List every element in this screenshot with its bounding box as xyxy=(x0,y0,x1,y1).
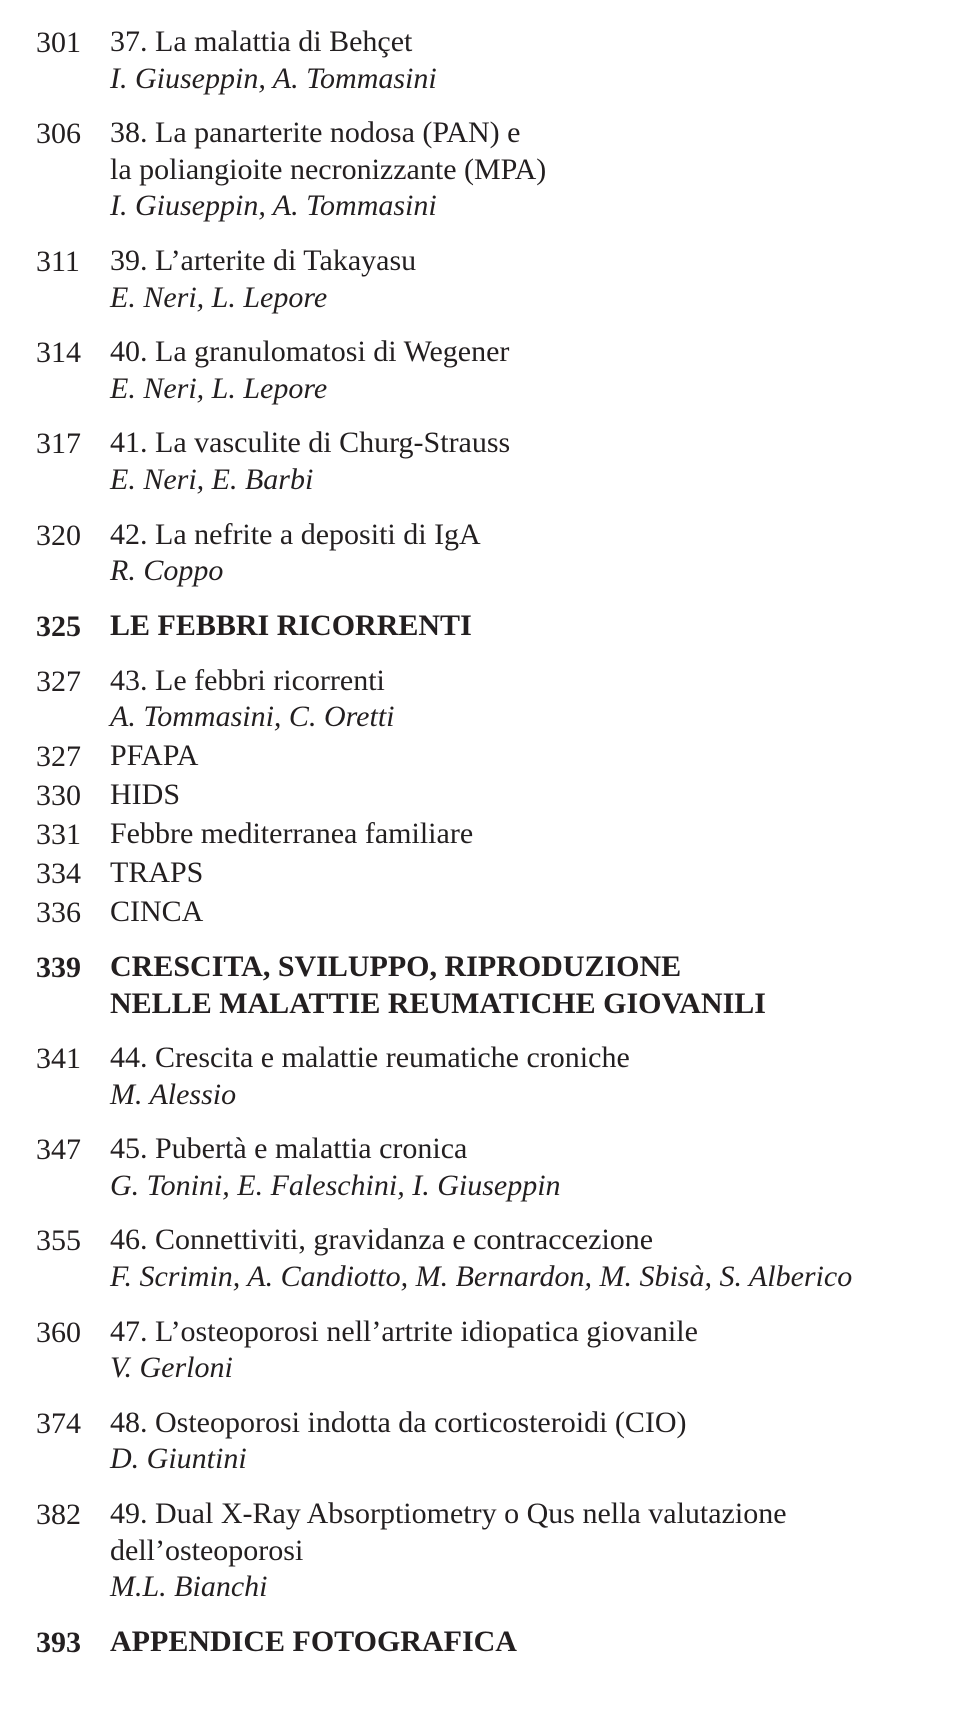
toc-page-number: 327 xyxy=(36,663,110,700)
toc-entry-content: 43. Le febbri ricorrentiA. Tommasini, C.… xyxy=(110,663,932,736)
toc-entry-authors: I. Giuseppin, A. Tommasini xyxy=(110,188,932,225)
toc-entry-authors: D. Giuntini xyxy=(110,1441,932,1478)
toc-entry: 325LE FEBBRI RICORRENTI xyxy=(36,608,932,645)
toc-entry-authors: M. Alessio xyxy=(110,1077,932,1114)
toc-entry-authors: E. Neri, E. Barbi xyxy=(110,462,932,499)
toc-page-number: 334 xyxy=(36,855,110,892)
toc-entry: 393APPENDICE FOTOGRAFICA xyxy=(36,1624,932,1661)
toc-page-number: 311 xyxy=(36,243,110,280)
toc-entry-content: CRESCITA, SVILUPPO, RIPRODUZIONENELLE MA… xyxy=(110,949,932,1022)
toc-entry: 34144. Crescita e malattie reumatiche cr… xyxy=(36,1040,932,1113)
toc-entry-title: CRESCITA, SVILUPPO, RIPRODUZIONENELLE MA… xyxy=(110,949,932,1022)
toc-entry-authors: V. Gerloni xyxy=(110,1350,932,1387)
toc-entry-title: 39. L’arterite di Takayasu xyxy=(110,243,932,280)
toc-entry: 339CRESCITA, SVILUPPO, RIPRODUZIONENELLE… xyxy=(36,949,932,1022)
toc-entry-title: 49. Dual X-Ray Absorptiometry o Qus nell… xyxy=(110,1496,932,1569)
toc-entry-content: 38. La panarterite nodosa (PAN) ela poli… xyxy=(110,115,932,225)
toc-entry-content: CINCA xyxy=(110,894,932,931)
toc-entry-content: 40. La granulomatosi di WegenerE. Neri, … xyxy=(110,334,932,407)
toc-page-number: 382 xyxy=(36,1496,110,1533)
toc-page-number: 341 xyxy=(36,1040,110,1077)
toc-page-number: 301 xyxy=(36,24,110,61)
toc-entry-content: Febbre mediterranea familiare xyxy=(110,816,932,853)
toc-entry: 37448. Osteoporosi indotta da corticoste… xyxy=(36,1405,932,1478)
toc-entry: 31139. L’arterite di TakayasuE. Neri, L.… xyxy=(36,243,932,316)
toc-entry-authors: F. Scrimin, A. Candiotto, M. Bernardon, … xyxy=(110,1259,932,1296)
toc-page-number: 320 xyxy=(36,517,110,554)
toc-page-number: 339 xyxy=(36,949,110,986)
toc-entry-authors: E. Neri, L. Lepore xyxy=(110,280,932,317)
toc-entry-title: Febbre mediterranea familiare xyxy=(110,816,932,853)
toc-entry-title: PFAPA xyxy=(110,738,932,775)
toc-entry: 32042. La nefrite a depositi di IgAR. Co… xyxy=(36,517,932,590)
toc-entry-title: 46. Connettiviti, gravidanza e contracce… xyxy=(110,1222,932,1259)
toc-entry-title: 38. La panarterite nodosa (PAN) ela poli… xyxy=(110,115,932,188)
toc-entry-content: 44. Crescita e malattie reumatiche croni… xyxy=(110,1040,932,1113)
toc-entry: 334TRAPS xyxy=(36,855,932,892)
toc-entry-content: 49. Dual X-Ray Absorptiometry o Qus nell… xyxy=(110,1496,932,1606)
toc-entry-title: 37. La malattia di Behçet xyxy=(110,24,932,61)
toc-entry-title: 47. L’osteoporosi nell’artrite idiopatic… xyxy=(110,1314,932,1351)
toc-entry-title: 42. La nefrite a depositi di IgA xyxy=(110,517,932,554)
toc-entry-title: CINCA xyxy=(110,894,932,931)
toc-page-number: 317 xyxy=(36,425,110,462)
toc-entry-content: 41. La vasculite di Churg-StraussE. Neri… xyxy=(110,425,932,498)
toc-entry-content: APPENDICE FOTOGRAFICA xyxy=(110,1624,932,1661)
toc-page-number: 331 xyxy=(36,816,110,853)
toc-entry-content: 46. Connettiviti, gravidanza e contracce… xyxy=(110,1222,932,1295)
toc-entry-title: TRAPS xyxy=(110,855,932,892)
toc-entry-content: LE FEBBRI RICORRENTI xyxy=(110,608,932,645)
toc-page-number: 327 xyxy=(36,738,110,775)
toc-entry: 34745. Pubertà e malattia cronicaG. Toni… xyxy=(36,1131,932,1204)
toc-entry: 35546. Connettiviti, gravidanza e contra… xyxy=(36,1222,932,1295)
toc-page-number: 393 xyxy=(36,1624,110,1661)
toc-entry-title: 44. Crescita e malattie reumatiche croni… xyxy=(110,1040,932,1077)
toc-page-number: 347 xyxy=(36,1131,110,1168)
toc-entry: 38249. Dual X-Ray Absorptiometry o Qus n… xyxy=(36,1496,932,1606)
toc-entry-title: 48. Osteoporosi indotta da corticosteroi… xyxy=(110,1405,932,1442)
toc-entry-authors: M.L. Bianchi xyxy=(110,1569,932,1606)
toc-entry: 30137. La malattia di BehçetI. Giuseppin… xyxy=(36,24,932,97)
toc-entry-content: 37. La malattia di BehçetI. Giuseppin, A… xyxy=(110,24,932,97)
toc-entry-content: 45. Pubertà e malattia cronicaG. Tonini,… xyxy=(110,1131,932,1204)
toc-page-number: 306 xyxy=(36,115,110,152)
toc-entry-title: APPENDICE FOTOGRAFICA xyxy=(110,1624,932,1661)
toc-page-number: 355 xyxy=(36,1222,110,1259)
toc-entry: 31440. La granulomatosi di WegenerE. Ner… xyxy=(36,334,932,407)
toc-entry: 331Febbre mediterranea familiare xyxy=(36,816,932,853)
toc-entry-content: HIDS xyxy=(110,777,932,814)
toc-entry-content: 42. La nefrite a depositi di IgAR. Coppo xyxy=(110,517,932,590)
toc-entry: 336CINCA xyxy=(36,894,932,931)
toc-entry-content: PFAPA xyxy=(110,738,932,775)
toc-page-number: 325 xyxy=(36,608,110,645)
toc-entry-title: 43. Le febbri ricorrenti xyxy=(110,663,932,700)
toc-entry-authors: A. Tommasini, C. Oretti xyxy=(110,699,932,736)
toc-entry: 330HIDS xyxy=(36,777,932,814)
toc-entry: 30638. La panarterite nodosa (PAN) ela p… xyxy=(36,115,932,225)
toc-entry-title: 40. La granulomatosi di Wegener xyxy=(110,334,932,371)
toc-entry-content: TRAPS xyxy=(110,855,932,892)
toc-entry-content: 48. Osteoporosi indotta da corticosteroi… xyxy=(110,1405,932,1478)
toc-page-number: 336 xyxy=(36,894,110,931)
toc-entry: 36047. L’osteoporosi nell’artrite idiopa… xyxy=(36,1314,932,1387)
toc-page-number: 360 xyxy=(36,1314,110,1351)
toc-entry-authors: I. Giuseppin, A. Tommasini xyxy=(110,61,932,98)
toc-entry-authors: E. Neri, L. Lepore xyxy=(110,371,932,408)
toc-entry: 31741. La vasculite di Churg-StraussE. N… xyxy=(36,425,932,498)
toc-entry-title: HIDS xyxy=(110,777,932,814)
toc-entry: 32743. Le febbri ricorrentiA. Tommasini,… xyxy=(36,663,932,736)
toc-entry-title: 45. Pubertà e malattia cronica xyxy=(110,1131,932,1168)
toc-entry: 327PFAPA xyxy=(36,738,932,775)
toc-page-number: 314 xyxy=(36,334,110,371)
toc-entry-content: 39. L’arterite di TakayasuE. Neri, L. Le… xyxy=(110,243,932,316)
toc-page: 30137. La malattia di BehçetI. Giuseppin… xyxy=(0,0,960,1719)
toc-page-number: 374 xyxy=(36,1405,110,1442)
toc-entry-title: LE FEBBRI RICORRENTI xyxy=(110,608,932,645)
toc-page-number: 330 xyxy=(36,777,110,814)
toc-entry-title: 41. La vasculite di Churg-Strauss xyxy=(110,425,932,462)
toc-entry-authors: R. Coppo xyxy=(110,553,932,590)
toc-entry-authors: G. Tonini, E. Faleschini, I. Giuseppin xyxy=(110,1168,932,1205)
toc-entry-content: 47. L’osteoporosi nell’artrite idiopatic… xyxy=(110,1314,932,1387)
